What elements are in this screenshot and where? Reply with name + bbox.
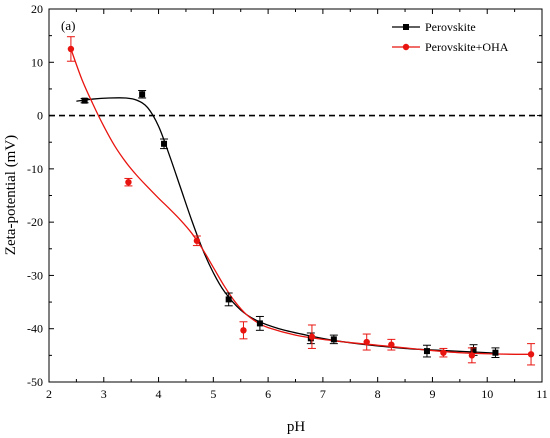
y-tick-label: -40	[27, 322, 43, 336]
data-point-perovskite-oha	[66, 36, 75, 62]
point-marker-circle	[468, 352, 476, 359]
data-point-perovskite-oha	[439, 347, 448, 358]
x-tick-label: 10	[481, 387, 493, 401]
x-tick-label: 6	[265, 387, 271, 401]
y-tick-label: -30	[27, 268, 43, 282]
x-tick-label: 2	[46, 387, 52, 401]
panel-label: (a)	[61, 18, 75, 33]
point-marker-circle	[193, 237, 201, 244]
x-tick-label: 3	[101, 387, 107, 401]
point-marker-circle	[308, 333, 316, 340]
fit-curve-perovskite	[76, 97, 499, 354]
point-marker-square	[423, 348, 430, 355]
x-tick-label: 9	[429, 387, 435, 401]
data-point-perovskite-oha	[527, 343, 536, 366]
point-marker-circle	[125, 178, 132, 186]
legend: Perovskite Perovskite+OHA	[392, 20, 509, 54]
legend-label: Perovskite+OHA	[425, 40, 509, 54]
point-marker-square	[492, 349, 499, 356]
data-point-perovskite-oha	[307, 324, 316, 349]
legend-entry-perovskite: Perovskite	[392, 20, 476, 34]
point-marker-square	[225, 296, 232, 303]
y-tick-label: -50	[27, 375, 43, 389]
fit-curve-perovskite-oha	[70, 48, 532, 355]
legend-marker-circle	[402, 43, 410, 51]
fit-curves	[70, 48, 532, 355]
data-point-perovskite	[329, 334, 338, 345]
data-point-perovskite-oha	[387, 338, 396, 351]
x-axis-title: pH	[287, 419, 306, 435]
data-point-perovskite	[224, 292, 233, 307]
point-marker-circle	[440, 349, 447, 356]
y-tick-label: 0	[37, 109, 43, 123]
plot-frame	[48, 8, 543, 383]
y-tick-label: -20	[27, 215, 43, 229]
data-point-perovskite	[80, 97, 89, 104]
legend-label: Perovskite	[425, 20, 476, 34]
data-point-perovskite-oha	[239, 321, 248, 340]
point-marker-circle	[67, 45, 75, 53]
point-marker-square	[330, 336, 337, 343]
point-marker-circle	[388, 341, 395, 348]
x-tick-label: 8	[375, 387, 381, 401]
point-marker-square	[139, 91, 146, 98]
x-tick-label: 5	[210, 387, 216, 401]
data-point-perovskite	[255, 315, 264, 331]
y-axis-title: Zeta-potential (mV)	[3, 135, 19, 255]
legend-entry-perovskite-oha: Perovskite+OHA	[392, 40, 509, 54]
data-point-perovskite-oha	[124, 177, 133, 187]
data-point-perovskite-oha	[362, 333, 371, 351]
point-marker-square	[81, 97, 88, 104]
data-point-perovskite	[160, 138, 169, 150]
y-tick-label: 10	[31, 55, 43, 69]
data-points	[66, 36, 536, 366]
point-marker-circle	[527, 351, 535, 358]
point-marker-square	[470, 347, 477, 354]
legend-marker-square	[403, 24, 409, 30]
data-point-perovskite	[422, 344, 431, 358]
point-marker-circle	[363, 338, 370, 346]
x-tick-label: 4	[156, 387, 162, 401]
data-point-perovskite	[491, 347, 500, 358]
point-marker-square	[256, 320, 263, 327]
data-point-perovskite-oha	[192, 235, 201, 247]
axes: 2 3 4 5 6 7 8 9 10 11 -50 -40 -30 -20 -10 0 10 20	[27, 2, 548, 401]
y-tick-label: -10	[27, 162, 43, 176]
y-tick-label: 20	[31, 2, 43, 16]
point-marker-circle	[240, 327, 247, 334]
data-point-perovskite-oha	[467, 347, 476, 364]
data-point-perovskite	[138, 90, 147, 99]
point-marker-square	[161, 140, 168, 147]
x-tick-label: 7	[320, 387, 326, 401]
x-tick-label: 11	[536, 387, 548, 401]
